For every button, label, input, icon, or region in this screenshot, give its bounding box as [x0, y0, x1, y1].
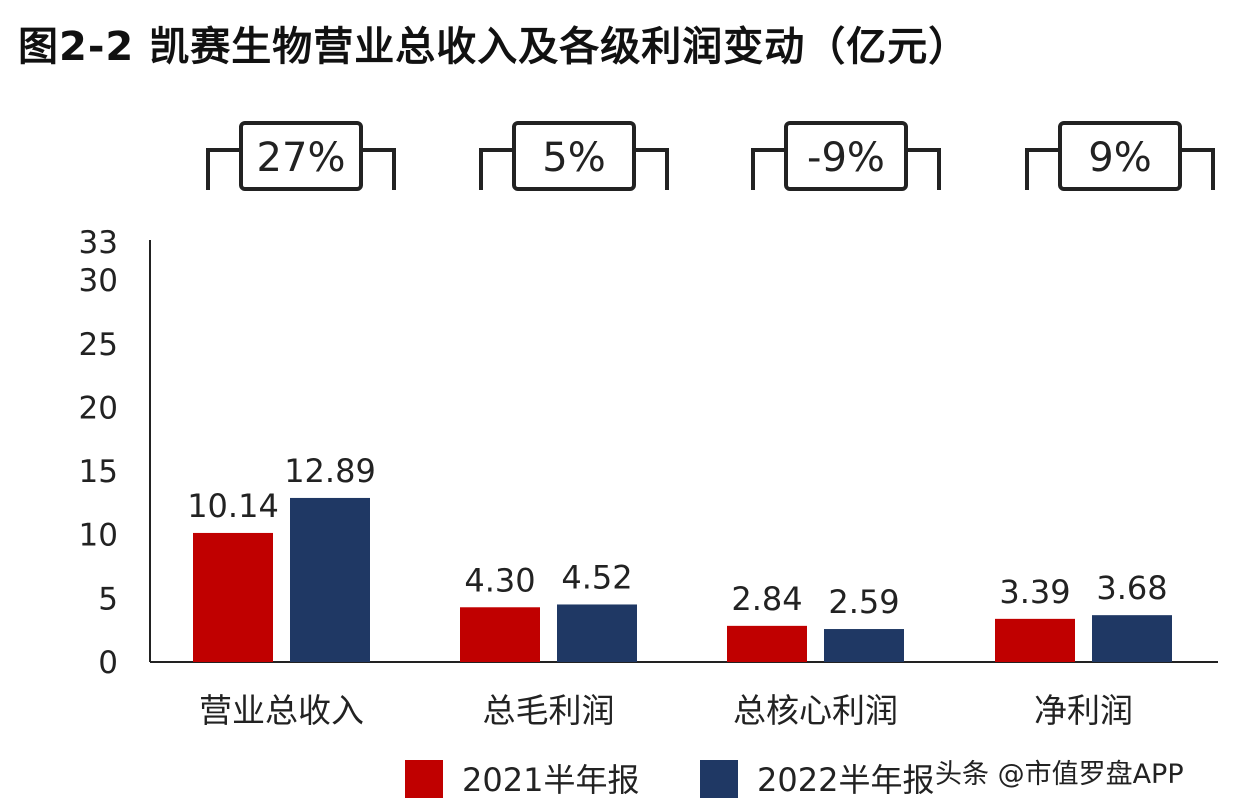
y-tick-label: 30 [79, 263, 118, 299]
bar-2021 [727, 625, 807, 662]
growth-label: -9% [807, 135, 885, 181]
data-label: 4.52 [561, 558, 632, 596]
growth-bracket [751, 148, 941, 190]
growth-label: 5% [542, 135, 605, 181]
bar-2021 [460, 607, 540, 662]
y-tick-label: 15 [79, 454, 118, 490]
legend-label: 2022半年报 [757, 761, 934, 799]
bar-2021 [193, 532, 273, 662]
y-tick-label: 20 [79, 390, 118, 426]
data-label: 2.59 [828, 583, 899, 621]
data-label: 3.39 [999, 573, 1070, 611]
bar-2021 [995, 618, 1075, 662]
growth-box [512, 121, 636, 191]
category-label: 总核心利润 [733, 691, 898, 730]
y-tick-label: 0 [98, 645, 118, 681]
growth-label: 9% [1088, 135, 1151, 181]
chart-title: 图2-2 凯赛生物营业总收入及各级利润变动（亿元） [18, 24, 970, 70]
bar-2022 [824, 629, 904, 662]
category-label: 总毛利润 [483, 691, 615, 730]
growth-bracket [206, 148, 396, 190]
growth-box [784, 121, 908, 191]
y-tick-label: 5 [98, 581, 118, 617]
bar-2022 [1092, 615, 1172, 662]
y-tick-label: 10 [79, 518, 118, 554]
data-label: 2.84 [731, 580, 802, 618]
category-label: 营业总收入 [199, 691, 364, 730]
legend-swatch [700, 760, 738, 798]
watermark: 头条 @市值罗盘APP [935, 759, 1184, 790]
data-label: 4.30 [464, 561, 535, 599]
growth-bracket [479, 148, 669, 190]
y-tick-label: 33 [79, 225, 118, 261]
growth-label: 27% [257, 135, 346, 181]
y-tick-label: 25 [79, 327, 118, 363]
growth-box [239, 121, 363, 191]
legend-label: 2021半年报 [462, 761, 639, 799]
bar-2022 [290, 497, 370, 662]
bar-2022 [557, 604, 637, 662]
data-label: 10.14 [187, 487, 279, 525]
growth-bracket [1025, 148, 1215, 190]
data-label: 12.89 [284, 452, 376, 490]
growth-box [1058, 121, 1182, 191]
category-label: 净利润 [1034, 691, 1133, 730]
data-label: 3.68 [1096, 569, 1167, 607]
legend-swatch [405, 760, 443, 798]
